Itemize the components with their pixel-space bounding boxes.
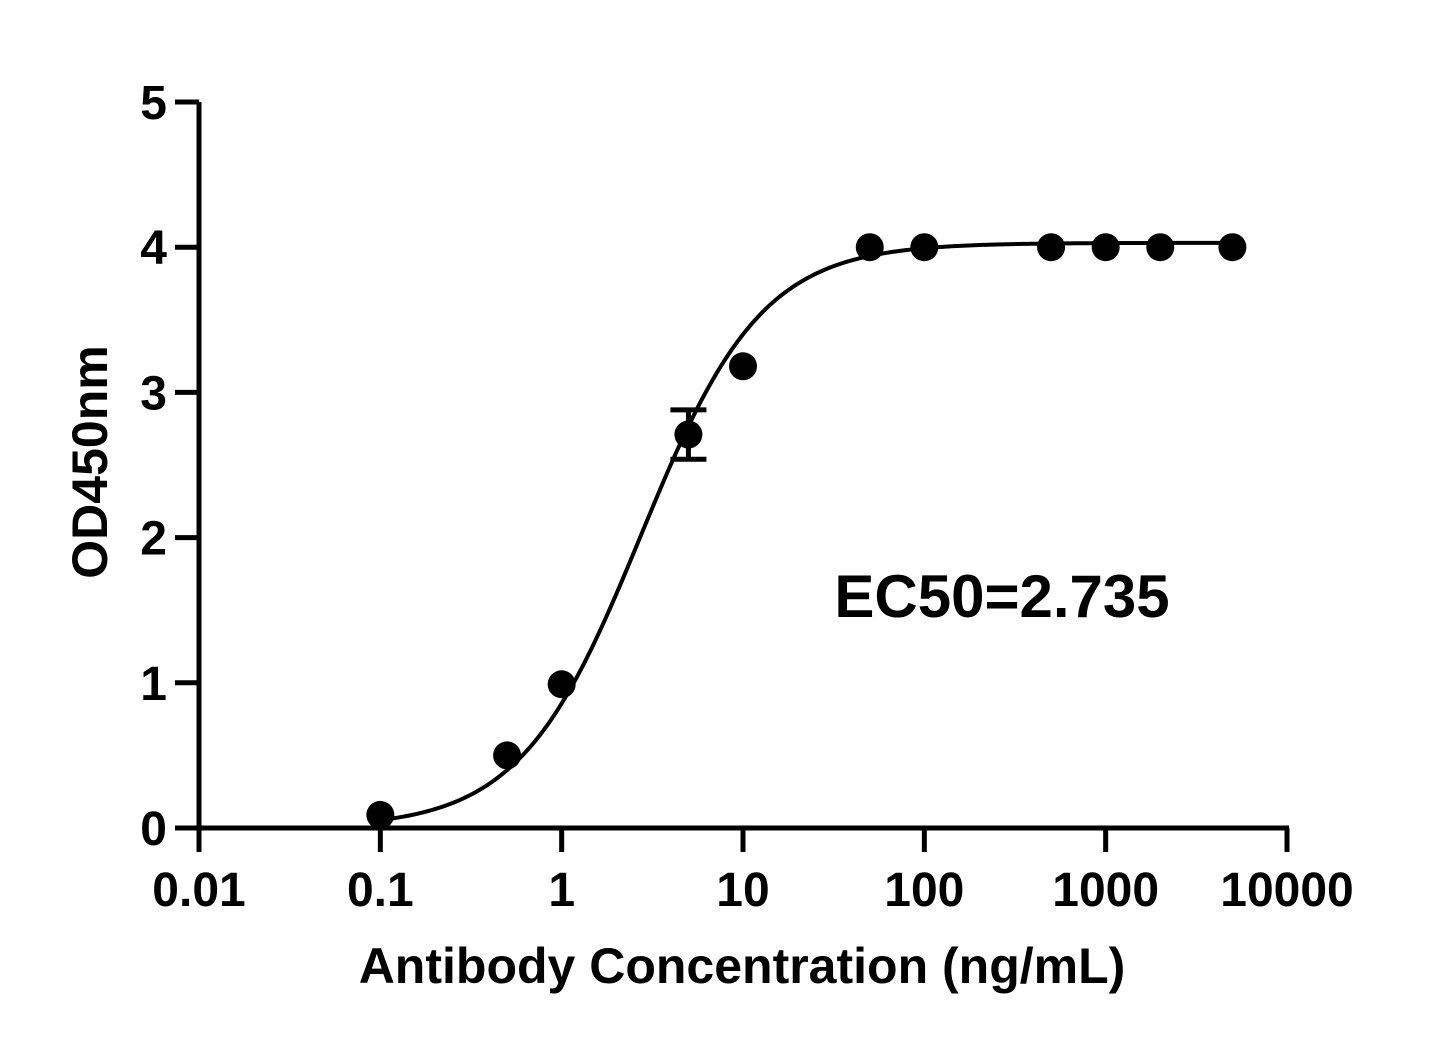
data-point	[366, 800, 395, 829]
x-tick-label: 1	[548, 864, 575, 917]
data-point	[1146, 233, 1175, 262]
x-tick-label: 10	[716, 864, 769, 917]
x-tick-label: 10000	[1220, 864, 1353, 917]
data-point	[1091, 233, 1120, 262]
axes	[196, 102, 1289, 831]
data-point	[674, 420, 703, 449]
x-tick-label: 0.1	[347, 864, 414, 917]
data-point	[1218, 233, 1247, 262]
y-tick-label: 4	[140, 222, 167, 275]
ec50-annotation: EC50=2.735	[834, 563, 1169, 630]
y-tick-label: 5	[140, 77, 167, 130]
y-tick-label: 0	[140, 803, 167, 856]
y-tick-label: 3	[140, 367, 167, 420]
tick-labels: 0 1 2 3 4 5 0.01 0.1 1 10 100 1000 10000	[140, 77, 1353, 917]
y-axis-label: OD450nm	[62, 345, 118, 578]
fit-line	[380, 240, 1233, 823]
y-tick-label: 2	[140, 513, 167, 566]
data-point	[1037, 233, 1066, 262]
x-tick-label: 1000	[1052, 864, 1159, 917]
data-points	[366, 233, 1247, 829]
data-point	[910, 233, 939, 262]
fit-curve	[380, 240, 1233, 823]
data-point	[493, 741, 522, 770]
data-point	[547, 670, 576, 699]
data-point	[729, 352, 757, 381]
y-tick-label: 1	[140, 658, 167, 711]
data-point	[855, 233, 884, 262]
x-tick-label: 0.01	[152, 864, 245, 917]
tick-marks	[175, 99, 1290, 852]
x-axis-label: Antibody Concentration (ng/mL)	[359, 938, 1126, 994]
x-tick-label: 100	[884, 864, 964, 917]
